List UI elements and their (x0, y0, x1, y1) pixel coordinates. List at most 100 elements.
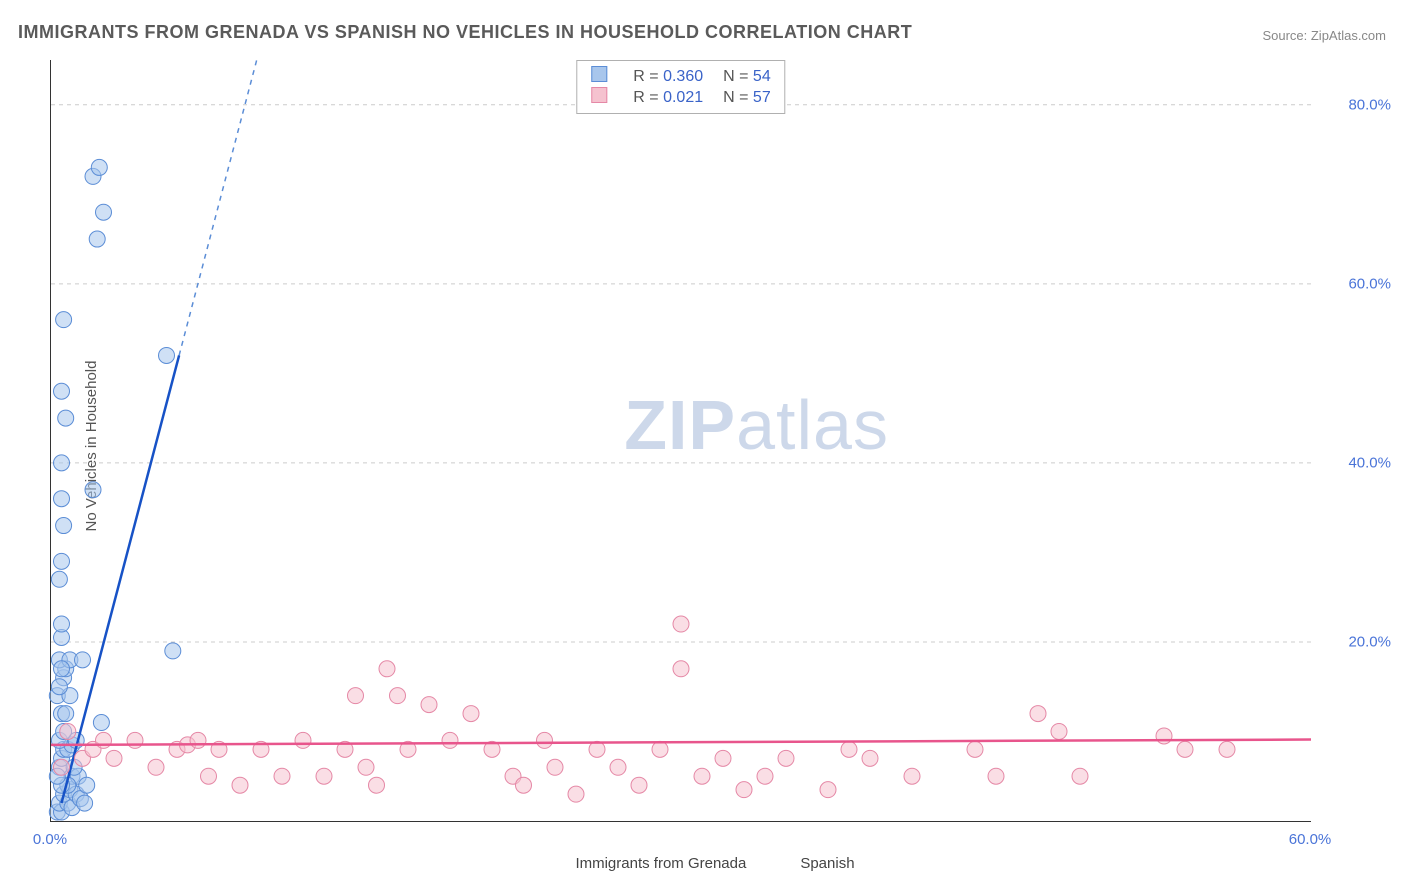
data-point (610, 759, 626, 775)
data-point (379, 661, 395, 677)
n-value-2: 57 (753, 89, 771, 106)
legend-label-1: Immigrants from Grenada (575, 855, 746, 872)
data-point (904, 768, 920, 784)
data-point (348, 688, 364, 704)
data-point (127, 732, 143, 748)
data-point (1177, 741, 1193, 757)
data-point (54, 491, 70, 507)
y-tick-label: 80.0% (1348, 96, 1391, 113)
data-point (79, 777, 95, 793)
trend-line-series2 (51, 740, 1311, 745)
data-point (537, 732, 553, 748)
data-point (841, 741, 857, 757)
data-point (190, 732, 206, 748)
data-point (159, 347, 175, 363)
data-point (274, 768, 290, 784)
trend-line-series1 (62, 355, 180, 803)
data-point (96, 204, 112, 220)
data-point (54, 383, 70, 399)
n-label-2: N = (723, 89, 748, 106)
data-point (51, 571, 67, 587)
y-tick-label: 40.0% (1348, 454, 1391, 471)
n-value-1: 54 (753, 68, 771, 85)
data-point (89, 231, 105, 247)
data-point (75, 652, 91, 668)
data-point (96, 732, 112, 748)
chart-title: IMMIGRANTS FROM GRENADA VS SPANISH NO VE… (18, 22, 912, 43)
data-point (390, 688, 406, 704)
data-point (232, 777, 248, 793)
data-point (56, 518, 72, 534)
data-point (757, 768, 773, 784)
stats-row-series2: R = 0.021 N = 57 (591, 87, 770, 108)
source-attribution: Source: ZipAtlas.com (1262, 28, 1386, 43)
data-point (778, 750, 794, 766)
data-point (106, 750, 122, 766)
data-point (652, 741, 668, 757)
data-point (463, 706, 479, 722)
data-point (1219, 741, 1235, 757)
data-point (54, 661, 70, 677)
data-point (56, 312, 72, 328)
data-point (421, 697, 437, 713)
data-point (51, 679, 67, 695)
data-point (85, 482, 101, 498)
data-point (77, 795, 93, 811)
legend-label-2: Spanish (800, 855, 854, 872)
data-point (673, 661, 689, 677)
data-point (631, 777, 647, 793)
data-point (58, 410, 74, 426)
data-point (60, 723, 76, 739)
data-point (369, 777, 385, 793)
stats-legend-box: R = 0.360 N = 54 R = 0.021 N = 57 (576, 60, 785, 114)
data-point (516, 777, 532, 793)
legend-swatch-blue-icon (551, 856, 567, 872)
data-point (148, 759, 164, 775)
r-value-2: 0.021 (663, 89, 703, 106)
data-point (54, 553, 70, 569)
data-point (694, 768, 710, 784)
data-point (736, 782, 752, 798)
data-point (201, 768, 217, 784)
stats-row-series1: R = 0.360 N = 54 (591, 66, 770, 87)
x-tick-label: 60.0% (1289, 831, 1332, 848)
legend-item-1: Immigrants from Grenada (551, 855, 746, 872)
data-point (673, 616, 689, 632)
y-tick-label: 60.0% (1348, 275, 1391, 292)
data-point (862, 750, 878, 766)
data-point (715, 750, 731, 766)
data-point (1051, 723, 1067, 739)
r-label-1: R = (633, 68, 658, 85)
source-prefix: Source: (1262, 28, 1310, 43)
data-point (58, 706, 74, 722)
legend-swatch-pink-icon (776, 856, 792, 872)
swatch-blue-icon (591, 66, 607, 82)
data-point (967, 741, 983, 757)
data-point (91, 159, 107, 175)
data-point (568, 786, 584, 802)
data-point (820, 782, 836, 798)
data-point (1072, 768, 1088, 784)
data-point (316, 768, 332, 784)
chart-plot-area: ZIPatlas R = 0.360 N = 54 R = 0.021 N = … (50, 60, 1311, 822)
data-point (295, 732, 311, 748)
data-point (1030, 706, 1046, 722)
y-tick-label: 20.0% (1348, 633, 1391, 650)
data-point (165, 643, 181, 659)
data-point (54, 616, 70, 632)
data-point (547, 759, 563, 775)
data-point (93, 715, 109, 731)
data-point (442, 732, 458, 748)
data-point (54, 759, 70, 775)
r-label-2: R = (633, 89, 658, 106)
x-tick-label: 0.0% (33, 831, 67, 848)
data-point (1156, 728, 1172, 744)
n-label-1: N = (723, 68, 748, 85)
chart-svg (51, 60, 1311, 821)
legend-item-2: Spanish (776, 855, 854, 872)
bottom-legend: Immigrants from Grenada Spanish (551, 855, 854, 872)
swatch-pink-icon (591, 87, 607, 103)
data-point (988, 768, 1004, 784)
data-point (54, 455, 70, 471)
data-point (358, 759, 374, 775)
